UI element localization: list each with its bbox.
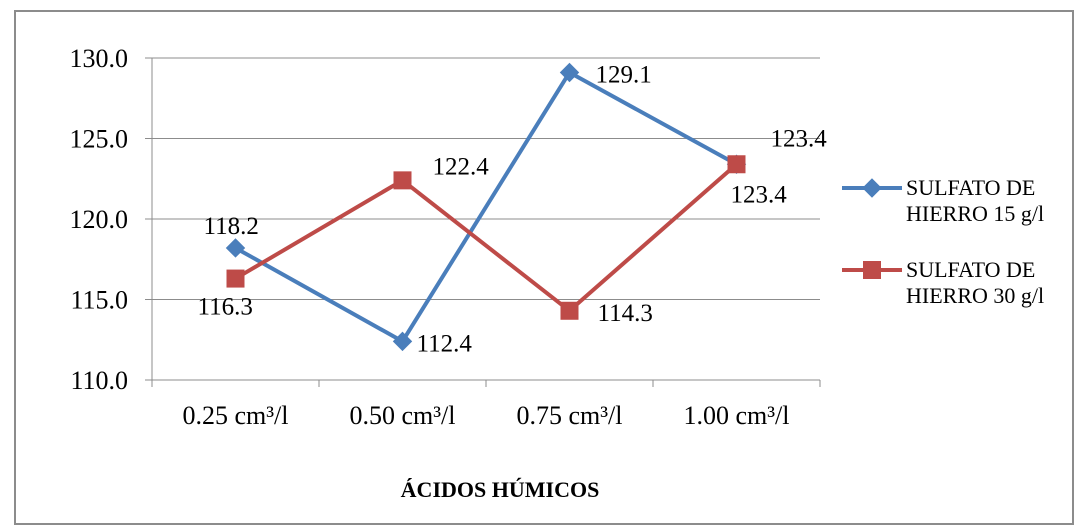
- legend-label: HIERRO 15 g/l: [906, 201, 1044, 226]
- x-tick-label: 0.75 cm³/l: [516, 401, 622, 430]
- y-tick-label: 120.0: [70, 205, 129, 234]
- x-axis-ticks: 0.25 cm³/l 0.50 cm³/l 0.75 cm³/l 1.00 cm³/l: [182, 401, 789, 430]
- gridlines: [152, 57, 820, 300]
- x-tick-label: 1.00 cm³/l: [683, 401, 789, 430]
- data-label: 114.3: [598, 300, 653, 327]
- data-label: 112.4: [417, 330, 473, 357]
- legend-label: HIERRO 30 g/l: [906, 283, 1044, 308]
- data-labels: 118.2 112.4 129.1 123.4 116.3 122.4 114.3 123.4: [198, 61, 828, 357]
- data-label: 122.4: [433, 153, 490, 180]
- series-group: [225, 62, 747, 352]
- data-label: 123.4: [731, 181, 788, 208]
- x-tick-label: 0.25 cm³/l: [182, 401, 288, 430]
- data-label: 116.3: [198, 294, 253, 321]
- square-marker: [560, 301, 579, 320]
- diamond-marker: [225, 238, 246, 258]
- series-line: [234, 162, 738, 313]
- series-line: [234, 70, 738, 344]
- square-marker: [393, 171, 412, 190]
- square-marker: [863, 261, 881, 279]
- diamond-marker: [392, 331, 413, 352]
- diamond-marker: [862, 178, 882, 198]
- y-tick-label: 130.0: [70, 44, 129, 73]
- y-tick-label: 110.0: [70, 366, 128, 395]
- y-tick-label: 125.0: [70, 125, 129, 154]
- y-tick-label: 115.0: [70, 286, 128, 315]
- y-axis-ticks: 110.0 115.0 120.0 125.0 130.0: [70, 44, 129, 395]
- x-axis-title: ÁCIDOS HÚMICOS: [401, 477, 600, 502]
- chart-frame: [14, 10, 1074, 525]
- data-label: 129.1: [596, 61, 652, 88]
- legend-label: SULFATO DE: [906, 257, 1035, 282]
- axes: [145, 57, 821, 387]
- square-marker: [727, 155, 746, 174]
- data-label: 118.2: [204, 213, 259, 240]
- data-label: 123.4: [771, 125, 828, 152]
- square-marker: [226, 269, 245, 288]
- legend-label: SULFATO DE: [906, 175, 1035, 200]
- x-tick-label: 0.50 cm³/l: [349, 401, 455, 430]
- diamond-marker: [559, 62, 580, 83]
